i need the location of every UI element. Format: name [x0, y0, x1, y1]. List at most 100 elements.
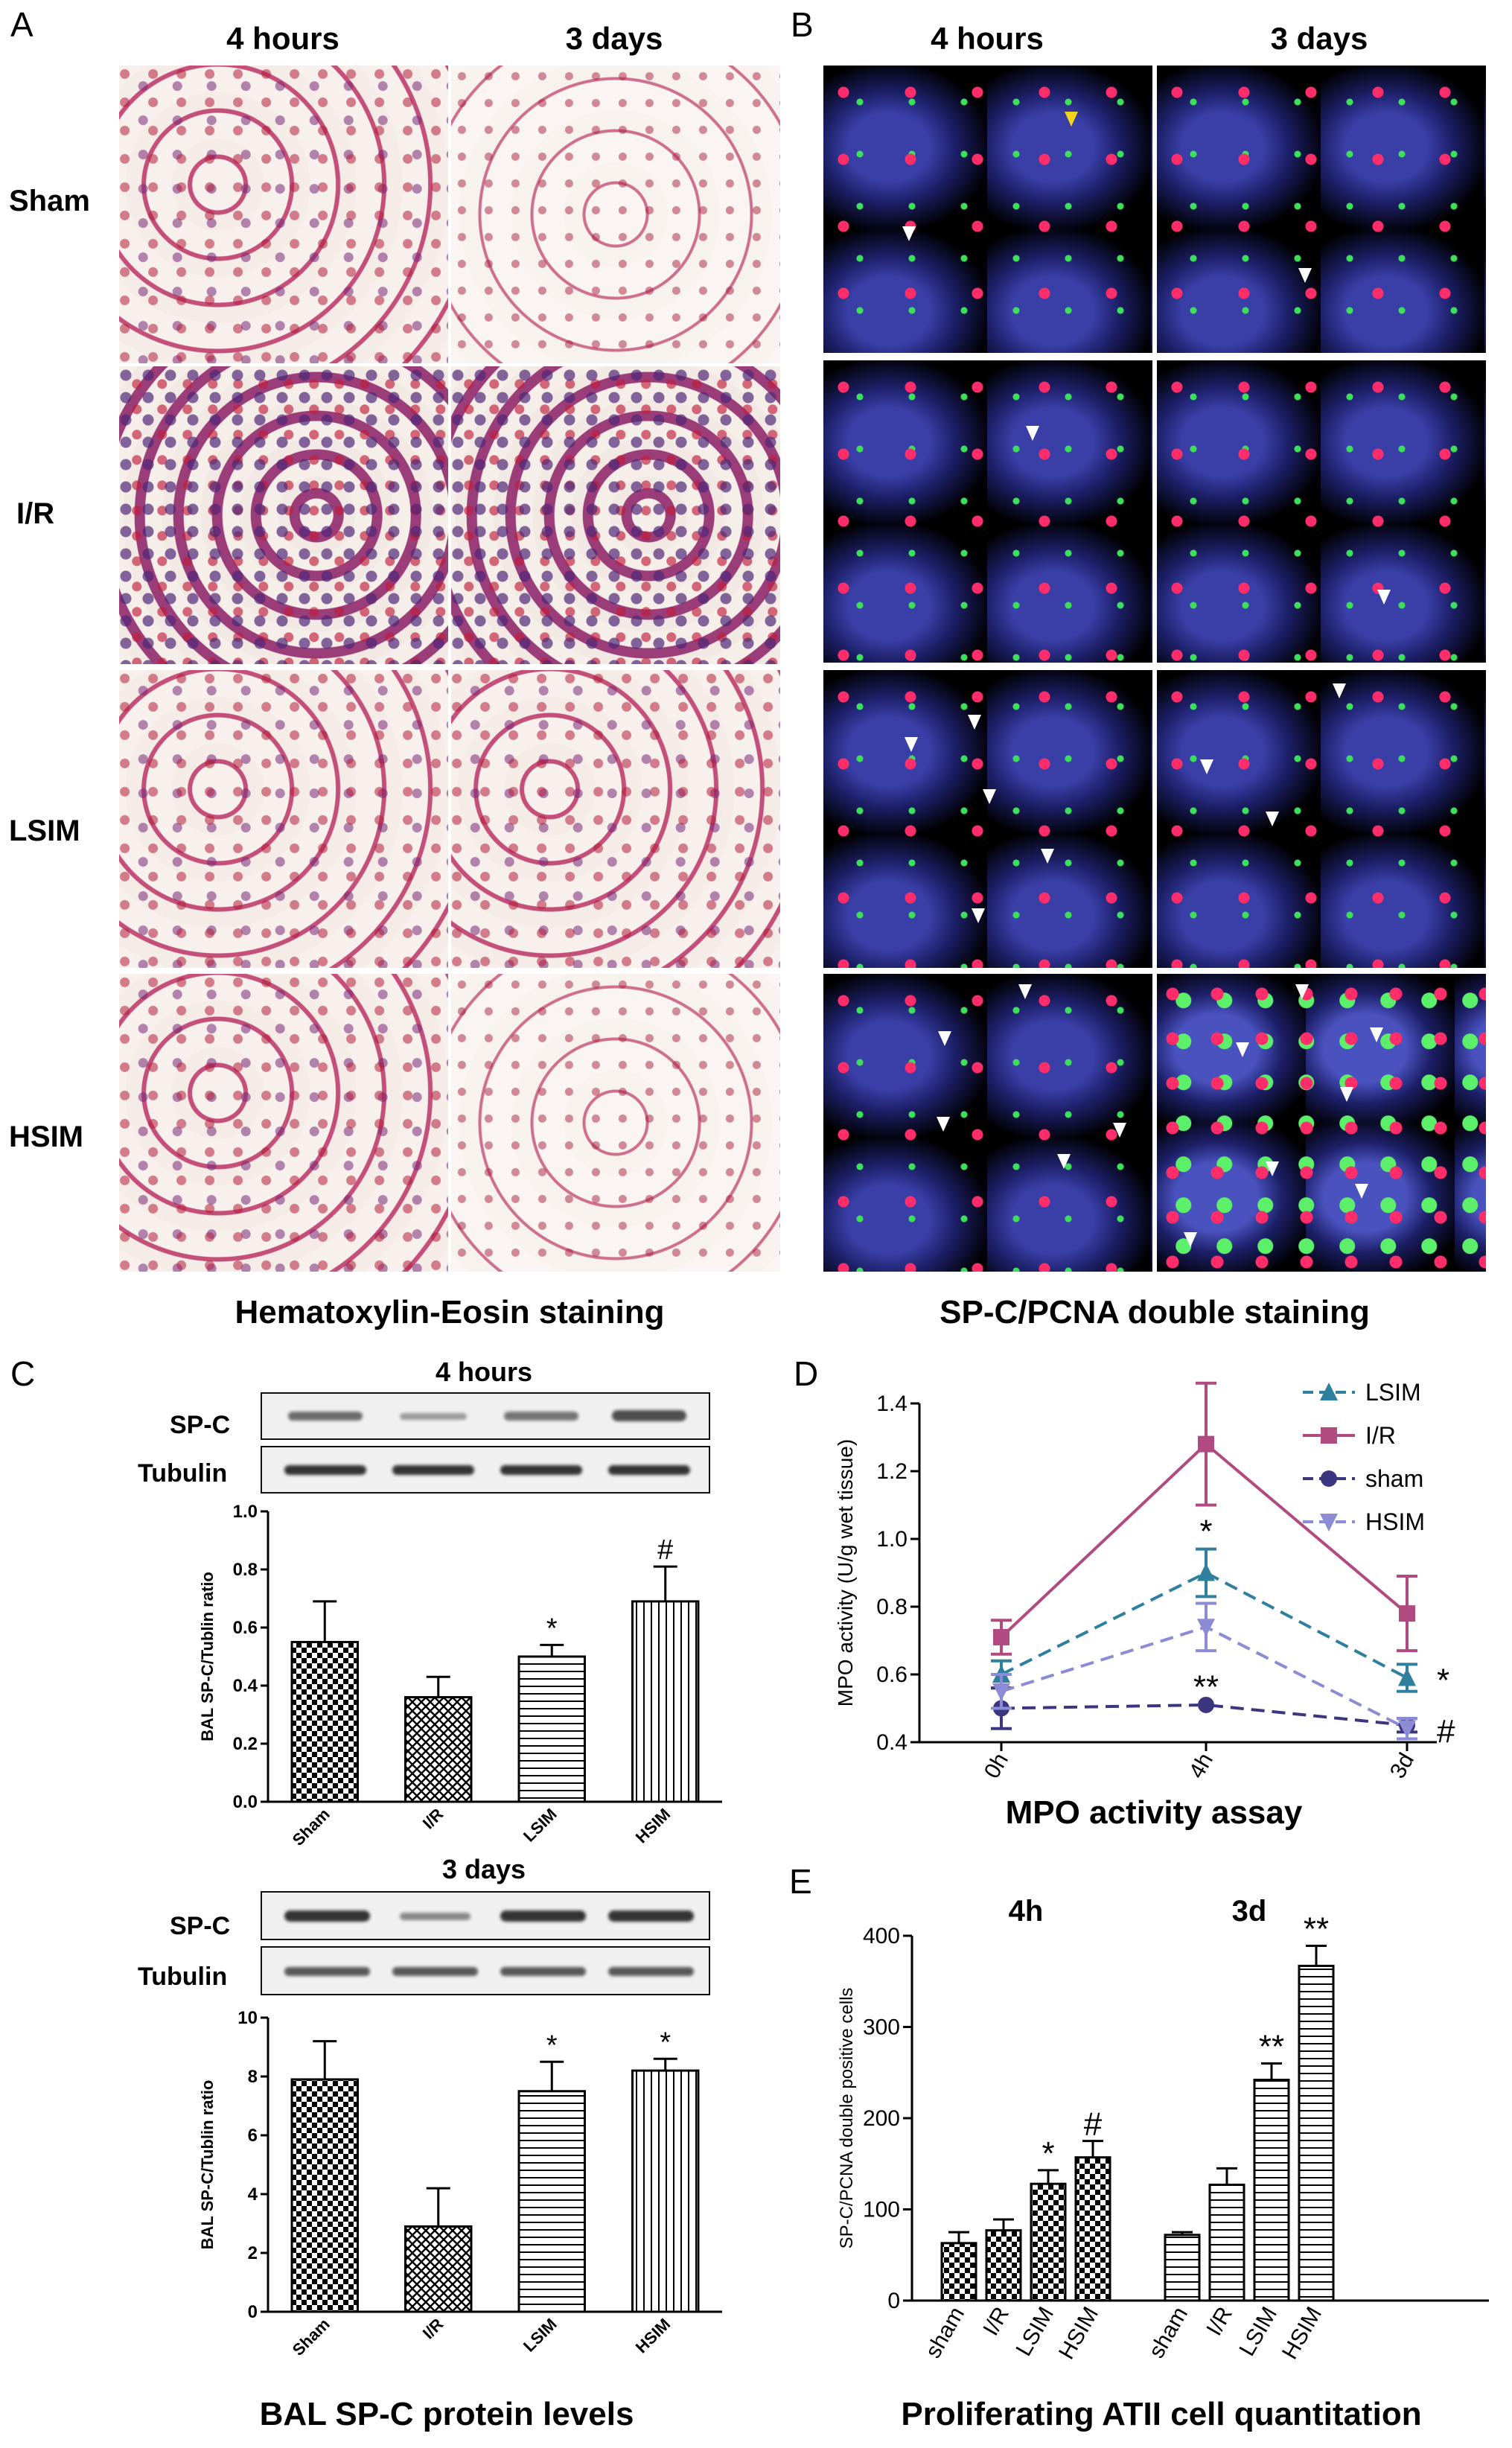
panel-e-letter: E	[789, 1862, 812, 1901]
bar	[1164, 2234, 1201, 2302]
y-tick-label: 8	[248, 2067, 258, 2087]
data-point	[1398, 1668, 1416, 1686]
legend-label: sham	[1365, 1465, 1423, 1492]
x-tick-label: 0h	[980, 1749, 1013, 1779]
he-image-lsim-3d	[451, 670, 780, 968]
bar	[517, 2090, 586, 2313]
x-tick-label: Sham	[289, 2315, 334, 2359]
y-tick-label: 0.0	[233, 1792, 258, 1812]
arrowhead-marker	[1236, 1042, 1249, 1057]
significance-marker: #	[657, 1534, 673, 1566]
western-blot-tubulin-4h	[261, 1446, 710, 1494]
bar	[1298, 1964, 1335, 2302]
panel-a-caption: Hematoxylin-Eosin staining	[235, 1294, 665, 1330]
arrowhead-marker	[972, 908, 985, 923]
he-image-hsim-3d	[451, 974, 780, 1272]
significance-marker: *	[546, 2030, 558, 2061]
panel-a-header-4h: 4 hours	[226, 21, 339, 56]
panel-b-header-4h: 4 hours	[931, 21, 1044, 56]
significance-marker: *	[1042, 2135, 1054, 2172]
bar	[404, 2225, 473, 2313]
bar	[631, 2069, 700, 2313]
y-tick-label: 100	[863, 2198, 900, 2222]
significance-marker: **	[1259, 2029, 1284, 2065]
significance-marker: #	[1437, 1713, 1455, 1750]
arrowhead-marker	[1340, 1087, 1353, 1102]
x-tick-label: I/R	[419, 1805, 447, 1833]
fluor-image-lsim-3d	[1157, 670, 1486, 968]
x-tick-label: LSIM	[520, 2315, 561, 2356]
arrowhead-marker	[983, 789, 996, 804]
x-tick-label: HSIM	[1054, 2303, 1103, 2363]
panel-c-caption: BAL SP-C protein levels	[259, 2396, 634, 2432]
significance-marker: **	[1193, 1669, 1219, 1706]
x-tick-label: I/R	[419, 2315, 447, 2343]
arrowhead-marker	[1026, 426, 1039, 441]
arrowhead-marker	[1041, 849, 1054, 864]
bar	[1074, 2156, 1111, 2302]
data-point	[1399, 1605, 1415, 1622]
chart-e: 0 100 200 300 400 SP-C/PCNA double positive c…	[837, 1895, 1489, 2363]
group-label: 4h	[1009, 1895, 1044, 1928]
arrowhead-marker	[905, 737, 918, 752]
arrowhead-marker	[1057, 1154, 1071, 1169]
blot-label-tubulin-4h: Tubulin	[138, 1459, 228, 1488]
data-point	[993, 1628, 1009, 1645]
y-tick-label: 300	[863, 2015, 900, 2040]
y-tick-label: 400	[863, 1924, 900, 1948]
y-tick-label: 0.8	[233, 1560, 258, 1580]
data-point	[1197, 1619, 1215, 1637]
he-image-lsim-4h	[119, 670, 448, 968]
blot-label-tubulin-3d: Tubulin	[138, 1963, 228, 1991]
row-label-ir: I/R	[16, 497, 55, 530]
bar	[517, 1655, 586, 1803]
western-blot-spc-3d	[261, 1891, 710, 1940]
y-tick-label: 1.0	[233, 1502, 258, 1522]
significance-marker: #	[1084, 2106, 1103, 2143]
fluor-image-ir-3d	[1157, 360, 1486, 663]
y-axis-label: BAL SP-C/Tublin ratio	[198, 1572, 217, 1741]
bar	[1030, 2182, 1067, 2302]
arrowhead-marker	[968, 715, 981, 730]
row-label-lsim: LSIM	[9, 815, 80, 847]
arrowhead-marker	[1377, 590, 1391, 605]
legend-label: LSIM	[1365, 1379, 1421, 1406]
x-tick-label: 3d	[1385, 1749, 1419, 1779]
significance-marker: *	[546, 1613, 558, 1644]
blot-title-3d: 3 days	[441, 1854, 526, 1884]
x-tick-label: sham	[921, 2303, 969, 2362]
row-label-sham: Sham	[9, 185, 90, 217]
arrowhead-marker	[937, 1117, 950, 1132]
arrowhead-marker	[1200, 759, 1213, 774]
data-point	[1320, 1514, 1338, 1531]
he-image-hsim-4h	[119, 974, 448, 1272]
y-tick-label: 1.4	[876, 1392, 907, 1416]
chart-c-4h: 0.0 0.2 0.4 0.6 0.8 1.0 BAL SP-C/Tublin ratio S…	[198, 1502, 722, 1849]
fluor-image-hsim-4h	[823, 974, 1152, 1272]
arrowhead-marker	[1370, 1027, 1383, 1042]
bar	[940, 2242, 977, 2302]
arrowhead-marker	[1333, 683, 1346, 698]
fluor-image-hsim-3d	[1157, 974, 1486, 1272]
significance-marker: *	[1437, 1663, 1449, 1699]
arrowhead-marker	[902, 226, 916, 241]
panel-e-caption: Proliferating ATII cell quantitation	[901, 2396, 1422, 2432]
y-tick-label: 0.8	[876, 1595, 907, 1619]
y-tick-label: 0	[887, 2289, 900, 2313]
series-line	[1001, 1571, 1408, 1680]
group-label: 3d	[1232, 1895, 1267, 1928]
arrowhead-marker	[1355, 1184, 1368, 1199]
legend-label: HSIM	[1365, 1508, 1425, 1535]
blot-title-4h: 4 hours	[435, 1357, 533, 1387]
bar	[290, 1641, 359, 1803]
panel-c-letter: C	[10, 1354, 36, 1393]
y-tick-label: 0.6	[233, 1618, 258, 1638]
panel-d-caption: MPO activity assay	[1005, 1794, 1303, 1831]
bar	[985, 2229, 1022, 2302]
y-tick-label: 1.2	[876, 1459, 907, 1484]
bar	[631, 1600, 700, 1803]
y-tick-label: 2	[248, 2243, 258, 2263]
bar	[1208, 2183, 1245, 2302]
y-tick-label: 0.2	[233, 1734, 258, 1754]
chart-d: 0.4 0.6 0.8 1.0 1.2 1.4 MPO activity (U/g wet …	[834, 1379, 1455, 1779]
